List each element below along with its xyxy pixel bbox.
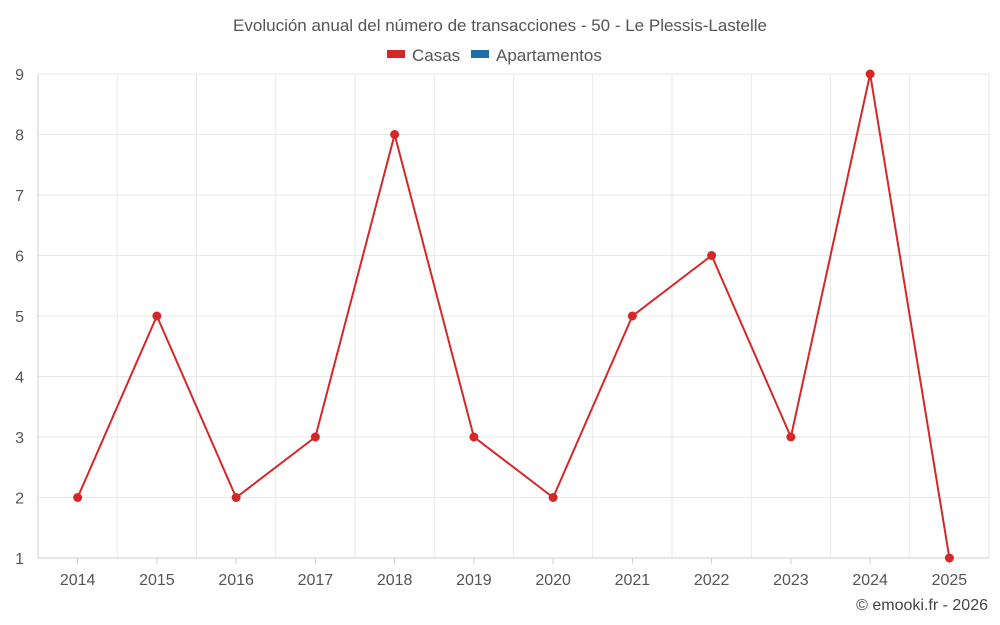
legend-item-apartamentos[interactable]: Apartamentos <box>471 46 602 65</box>
x-tick-label: 2018 <box>377 572 413 589</box>
series-line-casas <box>76 73 951 559</box>
data-point[interactable] <box>310 432 320 442</box>
legend-swatch-casas <box>387 50 405 58</box>
y-tick-label: 9 <box>15 67 24 84</box>
data-point[interactable] <box>707 251 717 260</box>
x-tick-label: 2014 <box>60 572 96 589</box>
y-tick-label: 6 <box>15 249 24 266</box>
legend: Casas Apartamentos <box>387 46 602 65</box>
data-point[interactable] <box>944 553 954 563</box>
x-tick-label: 2020 <box>535 572 571 589</box>
x-tick-label: 2023 <box>773 572 809 589</box>
data-point[interactable] <box>548 493 558 502</box>
data-point[interactable] <box>865 69 875 79</box>
legend-label-casas: Casas <box>412 46 460 65</box>
legend-label-apartamentos: Apartamentos <box>496 46 602 65</box>
data-point[interactable] <box>152 311 162 321</box>
x-tick-label: 2025 <box>932 572 968 589</box>
plot-area <box>73 69 954 563</box>
y-tick-label: 3 <box>15 430 24 447</box>
x-tick-label: 2017 <box>298 572 334 589</box>
y-tick-label: 1 <box>15 551 24 568</box>
x-tick-label: 2016 <box>218 572 254 589</box>
x-tick-label: 2022 <box>694 572 730 589</box>
legend-item-casas[interactable]: Casas <box>387 46 460 65</box>
y-tick-label: 2 <box>15 491 24 508</box>
x-tick-label: 2024 <box>852 572 888 589</box>
y-tick-label: 7 <box>15 188 24 205</box>
chart-title: Evolución anual del número de transaccio… <box>233 16 767 35</box>
data-point[interactable] <box>73 493 83 502</box>
data-point[interactable] <box>469 432 479 442</box>
credit-text: © emooki.fr - 2026 <box>856 597 988 614</box>
x-tick-label: 2021 <box>615 572 651 589</box>
axes: 1 2 3 4 5 6 7 8 9 2014 2015 2016 2017 2018 2019 2020 202… <box>15 67 989 589</box>
y-tick-label: 4 <box>15 370 24 387</box>
data-point[interactable] <box>786 432 796 442</box>
x-tick-label: 2015 <box>139 572 175 589</box>
legend-swatch-apartamentos <box>471 50 489 58</box>
data-point[interactable] <box>390 130 400 139</box>
data-point[interactable] <box>627 311 637 321</box>
x-tick-label: 2019 <box>456 572 492 589</box>
y-tick-label: 8 <box>15 128 24 145</box>
y-tick-label: 5 <box>15 309 24 326</box>
data-point[interactable] <box>231 493 241 502</box>
grid <box>37 73 990 559</box>
